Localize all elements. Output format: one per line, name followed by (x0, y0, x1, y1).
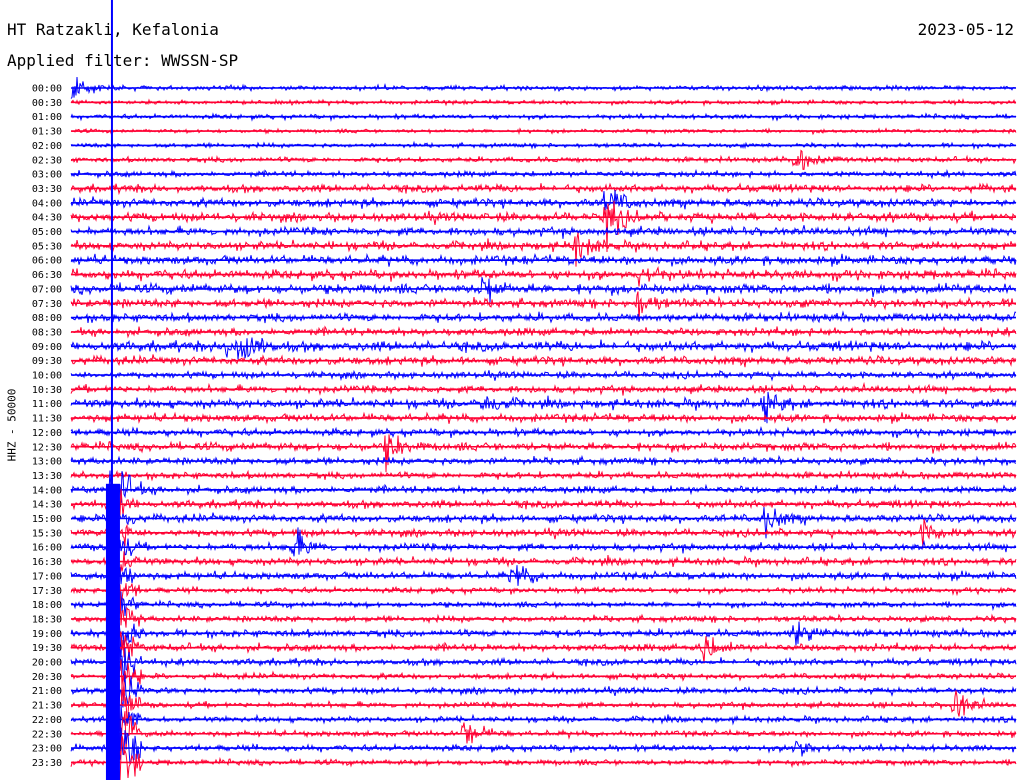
time-label-0430: 04:30 (32, 213, 62, 224)
time-label-1830: 18:30 (32, 614, 62, 625)
station-title: HT Ratzakli, Kefalonia (7, 20, 219, 39)
time-label-1100: 11:00 (32, 399, 62, 410)
time-label-1000: 10:00 (32, 371, 62, 382)
time-label-0030: 00:30 (32, 98, 62, 109)
time-label-2200: 22:00 (32, 715, 62, 726)
time-label-1130: 11:30 (32, 414, 62, 425)
time-label-2330: 23:30 (32, 758, 62, 769)
trace-row-0600 (70, 252, 1017, 267)
time-label-1530: 15:30 (32, 528, 62, 539)
trace-row-1230 (70, 434, 1017, 473)
trace-row-1730 (70, 579, 1017, 614)
filter-label: Applied filter: WWSSN-SP (7, 51, 239, 70)
trace-row-0700 (70, 277, 1017, 303)
time-label-0230: 02:30 (32, 155, 62, 166)
time-label-0700: 07:00 (32, 284, 62, 295)
trace-row-2030 (70, 651, 1017, 704)
time-label-0200: 02:00 (32, 141, 62, 152)
time-labels: 00:00 00:30 01:00 01:30 02:00 02:30 03:00 03:30… (32, 84, 62, 769)
time-label-1700: 17:00 (32, 571, 62, 582)
time-label-2230: 22:30 (32, 729, 62, 740)
time-label-0300: 03:00 (32, 170, 62, 181)
time-label-0630: 06:30 (32, 270, 62, 281)
time-label-2300: 23:00 (32, 744, 62, 755)
large-event-saturation (105, 483, 120, 780)
time-label-0900: 09:00 (32, 342, 62, 353)
time-label-0800: 08:00 (32, 313, 62, 324)
time-label-1730: 17:30 (32, 586, 62, 597)
trace-row-1800 (70, 591, 1017, 622)
time-label-1300: 13:00 (32, 457, 62, 468)
time-label-1430: 14:30 (32, 500, 62, 511)
trace-row-0900 (70, 337, 1017, 360)
time-label-0130: 01:30 (32, 127, 62, 138)
trace-row-0630 (70, 265, 1017, 287)
time-label-0600: 06:00 (32, 256, 62, 267)
time-label-0830: 08:30 (32, 327, 62, 338)
time-label-1330: 13:30 (32, 471, 62, 482)
time-label-1500: 15:00 (32, 514, 62, 525)
trace-row-0430 (70, 200, 1017, 253)
time-label-1930: 19:30 (32, 643, 62, 654)
time-label-1800: 18:00 (32, 600, 62, 611)
time-label-1400: 14:00 (32, 485, 62, 496)
trace-row-0930 (70, 354, 1017, 368)
time-label-0100: 01:00 (32, 112, 62, 123)
time-label-0000: 00:00 (32, 84, 62, 95)
time-label-2130: 21:30 (32, 701, 62, 712)
trace-row-0300 (70, 168, 1017, 180)
trace-row-2330 (70, 732, 1017, 780)
time-label-1200: 12:00 (32, 428, 62, 439)
trace-row-1930 (70, 615, 1017, 668)
time-label-0330: 03:30 (32, 184, 62, 195)
time-label-0530: 05:30 (32, 241, 62, 252)
date-label: 2023-05-12 (917, 20, 1014, 39)
time-label-1230: 12:30 (32, 442, 62, 453)
trace-row-2100 (70, 670, 1017, 734)
trace-row-1100 (70, 391, 1017, 424)
traces (70, 76, 1017, 780)
time-label-1030: 10:30 (32, 385, 62, 396)
trace-row-0500 (70, 224, 1017, 239)
trace-row-1430 (70, 472, 1017, 519)
time-label-1630: 16:30 (32, 557, 62, 568)
trace-row-1400 (70, 470, 1017, 510)
time-label-1900: 19:00 (32, 629, 62, 640)
trace-row-1700 (70, 536, 1017, 591)
time-label-2100: 21:00 (32, 686, 62, 697)
time-label-2000: 20:00 (32, 658, 62, 669)
overlay (105, 0, 120, 780)
time-label-0400: 04:00 (32, 198, 62, 209)
time-label-0730: 07:30 (32, 299, 62, 310)
time-label-0930: 09:30 (32, 356, 62, 367)
time-label-2030: 20:30 (32, 672, 62, 683)
trace-row-0400 (70, 189, 1017, 211)
time-label-0500: 05:00 (32, 227, 62, 238)
time-label-1600: 16:00 (32, 543, 62, 554)
